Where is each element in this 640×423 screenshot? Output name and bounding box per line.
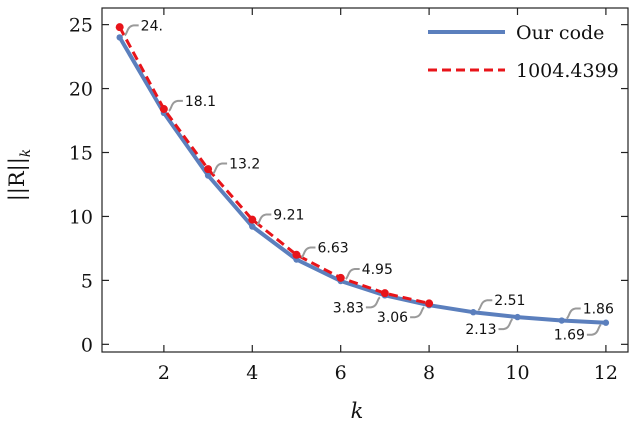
series-1-point [204,165,213,174]
annotation-layer: 24. 18.1 13.2 9.21 6.63 4.95 3.83 3.06 2.51 2.13 1… [123,18,614,344]
series-0-point [558,317,565,324]
data-label-leader [256,213,272,226]
y-axis-label-subscript: k [18,149,34,157]
series-1-point [115,23,124,32]
series-0-point [249,223,256,230]
legend: Our code 1004.4399 [428,22,619,82]
data-label-leader [498,318,514,331]
data-label: 1.69 [554,328,585,344]
series-1-point [292,250,301,259]
data-label: 4.95 [362,262,393,278]
y-axis-label-main: ||R|| [5,157,30,201]
plot-frame [101,7,629,353]
series-1-point [425,299,434,308]
data-label-leader [565,307,581,320]
legend-label-0: Our code [516,22,604,44]
data-label: 3.83 [333,300,364,316]
series-0-point [602,319,610,326]
x-tick-label: 8 [423,362,435,384]
series-1-point [380,289,389,298]
x-tick-label: 2 [158,362,170,384]
data-label: 9.21 [273,208,304,224]
y-tick-label: 25 [69,15,93,37]
series-line-0 [117,36,606,325]
x-tick-label: 10 [505,362,529,384]
series-0-point [116,34,123,41]
data-label: 24. [141,18,163,34]
data-label: 6.63 [317,241,348,257]
data-label: 13.2 [229,157,260,173]
x-axis-label: k [351,399,364,423]
data-label-leader [410,306,425,319]
data-label-leader [586,323,602,336]
x-tick-label: 6 [335,362,347,384]
series-1-point [159,105,168,114]
series-layer [115,23,610,326]
data-label-leader [300,246,316,259]
series-1-point [336,273,345,282]
series-0-point [514,313,521,321]
y-tick-label: 15 [69,143,93,165]
series-line-1 [118,26,430,305]
legend-label-1: 1004.4399 [516,60,619,82]
data-label: 2.51 [494,293,525,309]
data-label-leader [477,299,493,312]
data-label: 2.13 [465,322,496,338]
data-label-leader [212,162,228,175]
series-0-point [204,172,212,179]
x-tick-label: 4 [246,362,258,384]
y-axis-label: ||R||k [5,149,34,202]
axes-layer: 2 4 6 8 10 12 0 5 10 15 20 25 [69,7,629,384]
y-tick-label: 0 [81,334,93,356]
data-label-leader [123,24,139,37]
x-tick-label: 12 [594,362,618,384]
data-label: 18.1 [185,94,216,110]
data-label-leader [365,296,381,309]
series-1-point [248,215,257,224]
y-tick-label: 10 [69,206,93,228]
data-label: 1.86 [583,302,614,318]
y-tick-label: 20 [69,79,93,101]
series-0-point [470,309,477,316]
data-label-leader [344,268,360,280]
data-label: 3.06 [377,310,408,326]
y-tick-label: 5 [81,270,93,292]
data-label-leader [168,99,183,112]
